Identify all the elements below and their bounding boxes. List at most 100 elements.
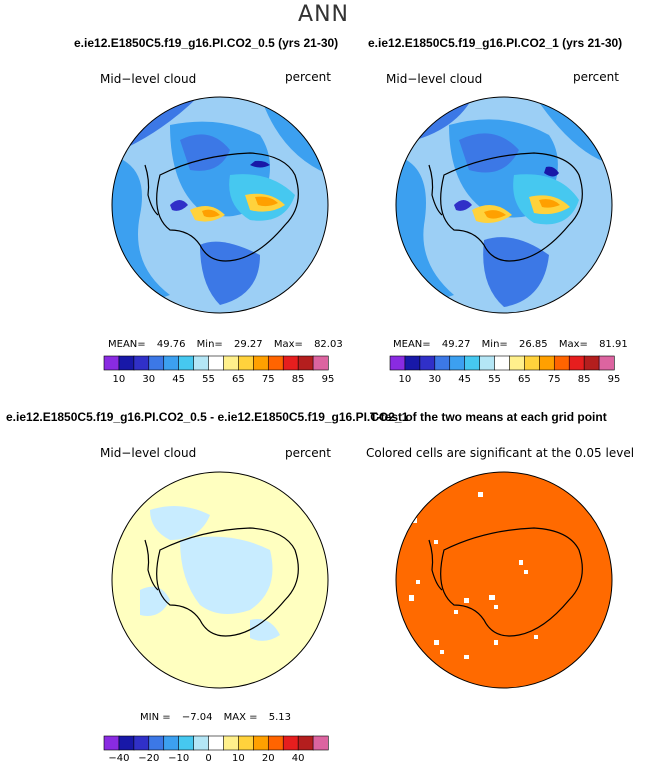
- colorbar-swatch: [148, 735, 165, 751]
- colorbar-tick-label: −20: [138, 753, 160, 764]
- colorbar-tick-label: 85: [577, 374, 591, 385]
- colorbar-tick-label: 55: [202, 374, 215, 385]
- colorbar-tick-label: 75: [547, 374, 561, 385]
- colorbar-swatch: [568, 355, 585, 371]
- insignificant-cells: [409, 492, 538, 659]
- colorbar-swatch: [282, 735, 299, 751]
- colorbar-swatch: [223, 355, 240, 371]
- colorbar-swatch: [312, 355, 329, 371]
- colorbar-tick-label: −40: [108, 753, 130, 764]
- colorbar-swatch: [297, 355, 314, 371]
- panel-2-map: [395, 96, 613, 314]
- panel-4-case-title: T-test of the two means at each grid poi…: [370, 410, 607, 424]
- colorbar-tick-label: 45: [458, 374, 472, 385]
- colorbar-tick-label: 55: [488, 374, 501, 385]
- colorbar-swatch: [118, 735, 135, 751]
- panel-3-variable-label: Mid−level cloud: [100, 446, 197, 460]
- colorbar-swatch: [133, 735, 150, 751]
- panel-3-max-label: MAX =: [223, 712, 258, 723]
- panel-1-mean-label: MEAN=: [108, 339, 146, 350]
- panel-3-min-label: MIN =: [140, 712, 171, 723]
- panel-3-colorbar: [103, 735, 329, 751]
- colorbar-swatch: [434, 355, 451, 371]
- page-title: ANN: [298, 2, 349, 27]
- colorbar-tick-label: 20: [261, 753, 275, 764]
- panel-2-colorbar: [389, 355, 615, 371]
- panel-2-max-label: Max=: [558, 339, 588, 350]
- colorbar-tick-label: 10: [232, 753, 245, 764]
- map-background: [396, 472, 612, 688]
- colorbar-tick-label: 40: [291, 753, 305, 764]
- panel-1-max-value: 82.03: [314, 339, 343, 350]
- colorbar-swatch: [539, 355, 555, 371]
- panel-3-map: [111, 471, 329, 689]
- colorbar-tick-label: 95: [321, 374, 335, 385]
- colorbar-swatch: [103, 735, 120, 751]
- colorbar-tick-label: 30: [142, 374, 156, 385]
- colorbar-swatch: [464, 355, 481, 371]
- panel-3-colorbar-ticks: −40 −20 −10 0 10 20 40: [104, 753, 328, 765]
- colorbar-swatch: [312, 735, 329, 751]
- colorbar-swatch: [449, 355, 466, 371]
- colorbar-swatch: [253, 355, 269, 371]
- colorbar-swatch: [253, 735, 269, 751]
- colorbar-swatch: [193, 355, 210, 371]
- colorbar-swatch: [133, 355, 150, 371]
- colorbar-swatch: [148, 355, 165, 371]
- colorbar-tick-label: 10: [112, 374, 126, 385]
- colorbar-swatch: [193, 735, 210, 751]
- panel-2-variable-label: Mid−level cloud: [386, 72, 483, 86]
- panel-1-map: [111, 96, 329, 314]
- colorbar-swatch: [208, 735, 225, 751]
- panel-2-mean-label: MEAN=: [393, 339, 431, 350]
- colorbar-swatch: [118, 355, 135, 371]
- colorbar-tick-label: 10: [398, 374, 412, 385]
- colorbar-tick-label: 95: [607, 374, 621, 385]
- panel-1-min-label: Min=: [196, 339, 223, 350]
- panel-2-colorbar-ticks: 10 30 45 55 65 75 85 95: [390, 374, 621, 386]
- panel-2-min-label: Min=: [481, 339, 508, 350]
- panel-1-case-title: e.ie12.E1850C5.f19_g16.PI.CO2_0.5 (yrs 2…: [74, 36, 339, 50]
- colorbar-swatch: [479, 355, 496, 371]
- panel-1-variable-label: Mid−level cloud: [100, 72, 197, 86]
- panel-1-max-label: Max=: [273, 339, 303, 350]
- colorbar-tick-label: 65: [232, 374, 245, 385]
- panel-1-min-value: 29.27: [233, 339, 263, 350]
- colorbar-swatch: [267, 355, 284, 371]
- colorbar-swatch: [583, 355, 600, 371]
- colorbar-swatch: [223, 735, 240, 751]
- panel-1-colorbar-ticks: 10 30 45 55 65 75 85 95: [104, 374, 335, 386]
- colorbar-tick-label: 45: [172, 374, 186, 385]
- panel-2-min-value: 26.85: [518, 339, 548, 350]
- panel-4-subtitle: Colored cells are significant at the 0.0…: [366, 446, 635, 460]
- panel-2-case-title: e.ie12.E1850C5.f19_g16.PI.CO2_1 (yrs 21-…: [368, 36, 623, 50]
- panel-3-min-value: −7.04: [181, 712, 213, 723]
- panel-3-units-label: percent: [285, 446, 331, 460]
- colorbar-tick-label: 30: [428, 374, 442, 385]
- colorbar-swatch: [389, 355, 406, 371]
- panel-2-mean-value: 49.27: [441, 339, 471, 350]
- colorbar-swatch: [509, 355, 526, 371]
- panel-1-stats: MEAN= 49.76 Min= 29.27 Max= 82.03: [108, 339, 343, 350]
- colorbar-swatch: [238, 355, 254, 371]
- colorbar-swatch: [553, 355, 570, 371]
- colorbar-swatch: [208, 355, 225, 371]
- panel-3-max-value: 5.13: [268, 712, 291, 723]
- panel-1-mean-value: 49.76: [156, 339, 186, 350]
- colorbar-swatch: [419, 355, 436, 371]
- colorbar-swatch: [494, 355, 511, 371]
- panel-2-stats: MEAN= 49.27 Min= 26.85 Max= 81.91: [393, 339, 628, 350]
- colorbar-swatch: [267, 735, 284, 751]
- panel-1-units-label: percent: [285, 70, 331, 84]
- colorbar-swatch: [404, 355, 421, 371]
- colorbar-swatch: [598, 355, 615, 371]
- colorbar-swatch: [103, 355, 120, 371]
- panel-1-colorbar: [103, 355, 329, 371]
- panel-3-case-title: e.ie12.E1850C5.f19_g16.PI.CO2_0.5 - e.ie…: [6, 410, 409, 424]
- colorbar-swatch: [178, 355, 195, 371]
- colorbar-tick-label: 0: [205, 753, 212, 764]
- colorbar-tick-label: −10: [168, 753, 190, 764]
- colorbar-swatch: [524, 355, 540, 371]
- colorbar-swatch: [282, 355, 299, 371]
- colorbar-tick-label: 75: [261, 374, 275, 385]
